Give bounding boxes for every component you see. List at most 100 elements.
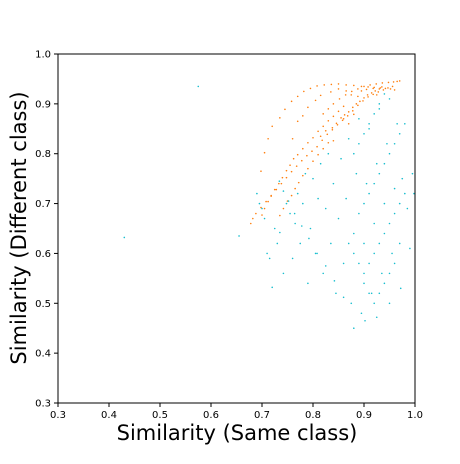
orange-series-point <box>323 84 326 86</box>
cyan-series-point <box>368 292 370 295</box>
orange-series-point <box>327 141 330 144</box>
orange-series-point <box>282 207 285 210</box>
orange-series-point <box>378 88 381 90</box>
cyan-series-point <box>358 118 360 120</box>
orange-series-point <box>341 119 344 122</box>
y-tick-label: 1.0 <box>35 50 51 61</box>
orange-series-point <box>319 94 322 97</box>
orange-series-point <box>331 126 334 129</box>
orange-series-point <box>278 182 280 185</box>
cyan-series-point <box>353 252 355 255</box>
cyan-series-point <box>393 187 396 190</box>
x-axis-label: Similarity (Same class) <box>117 421 358 445</box>
orange-series-point <box>311 150 313 153</box>
x-tick-label: 0.7 <box>254 410 270 421</box>
cyan-series-point <box>368 123 370 125</box>
cyan-series-point <box>360 312 363 315</box>
orange-series-point <box>381 86 383 88</box>
orange-series-point <box>260 170 262 172</box>
orange-series-point <box>393 89 396 91</box>
orange-series-point <box>362 100 364 102</box>
orange-series-point <box>366 94 369 96</box>
cyan-series-point <box>413 192 415 195</box>
orange-series-point <box>345 90 347 92</box>
cyan-series-point <box>398 202 401 205</box>
orange-series-point <box>344 94 347 96</box>
orange-series-point <box>317 153 319 156</box>
orange-series-point <box>317 130 319 133</box>
orange-series-point <box>289 164 291 166</box>
orange-series-point <box>267 137 269 140</box>
orange-series-point <box>369 84 371 86</box>
cyan-series-point <box>393 212 396 215</box>
orange-series-point <box>381 82 384 84</box>
cyan-series-point <box>296 192 299 195</box>
orange-series-point <box>331 128 334 131</box>
cyan-series-point <box>398 132 401 135</box>
x-tick-label: 0.3 <box>50 410 66 421</box>
cyan-series-point <box>388 152 391 155</box>
cyan-series-point <box>404 192 406 195</box>
orange-series-point <box>374 90 377 92</box>
orange-series-point <box>353 113 355 116</box>
orange-series-point <box>377 91 380 93</box>
orange-series-point <box>296 153 299 156</box>
orange-series-point <box>357 104 359 107</box>
cyan-series-point <box>337 217 340 220</box>
orange-series-point <box>330 83 333 86</box>
cyan-series-point <box>261 207 263 210</box>
cyan-series-point <box>317 197 319 200</box>
cyan-series-point <box>291 257 294 260</box>
cyan-series-point <box>302 202 304 205</box>
orange-series-point <box>260 206 262 209</box>
cyan-series-point <box>293 212 296 215</box>
orange-series-point <box>363 97 365 99</box>
orange-series-point <box>379 87 382 89</box>
orange-series-point <box>336 124 339 126</box>
cyan-series-point <box>342 296 345 299</box>
cyan-series-point <box>285 202 288 205</box>
cyan-series-point <box>300 225 303 227</box>
cyan-series-point <box>368 262 370 265</box>
orange-series-point <box>372 87 374 90</box>
cyan-series-point <box>373 182 376 185</box>
cyan-series-point <box>324 265 327 267</box>
orange-series-point <box>375 94 378 96</box>
orange-series-point <box>346 115 349 117</box>
cyan-series-point <box>342 262 345 265</box>
cyan-series-point <box>409 247 411 250</box>
cyan-series-point <box>294 222 296 225</box>
orange-series-point <box>270 194 272 197</box>
x-tick-label: 0.8 <box>305 410 321 421</box>
cyan-series-point <box>373 252 376 255</box>
orange-series-point <box>294 187 296 190</box>
orange-series-point <box>357 95 359 98</box>
cyan-series-point <box>393 142 396 145</box>
orange-series-point <box>327 120 330 122</box>
cyan-series-point <box>388 302 391 305</box>
orange-series-point <box>273 188 276 191</box>
cyan-series-point <box>401 177 404 180</box>
orange-series-point <box>261 214 263 216</box>
orange-series-point <box>281 176 284 179</box>
cyan-series-point <box>365 182 368 185</box>
cyan-series-point <box>263 217 266 220</box>
cyan-series-point <box>312 177 314 180</box>
orange-series-point <box>306 154 308 157</box>
cyan-series-point <box>373 302 376 305</box>
orange-series-point <box>365 88 368 91</box>
y-axis-label: Similarity (Different class) <box>7 91 31 364</box>
cyan-series-point <box>404 123 406 125</box>
cyan-series-point <box>333 280 336 282</box>
orange-series-point <box>332 103 335 105</box>
orange-series-point <box>280 182 283 185</box>
orange-series-point <box>279 117 281 119</box>
cyan-series-point <box>268 257 271 260</box>
orange-series-point <box>335 122 338 125</box>
orange-series-point <box>367 86 369 88</box>
orange-series-point <box>350 90 353 93</box>
orange-series-point <box>290 170 293 173</box>
cyan-series-point <box>282 272 285 275</box>
orange-series-point <box>347 123 350 125</box>
cyan-series-point <box>363 132 365 135</box>
